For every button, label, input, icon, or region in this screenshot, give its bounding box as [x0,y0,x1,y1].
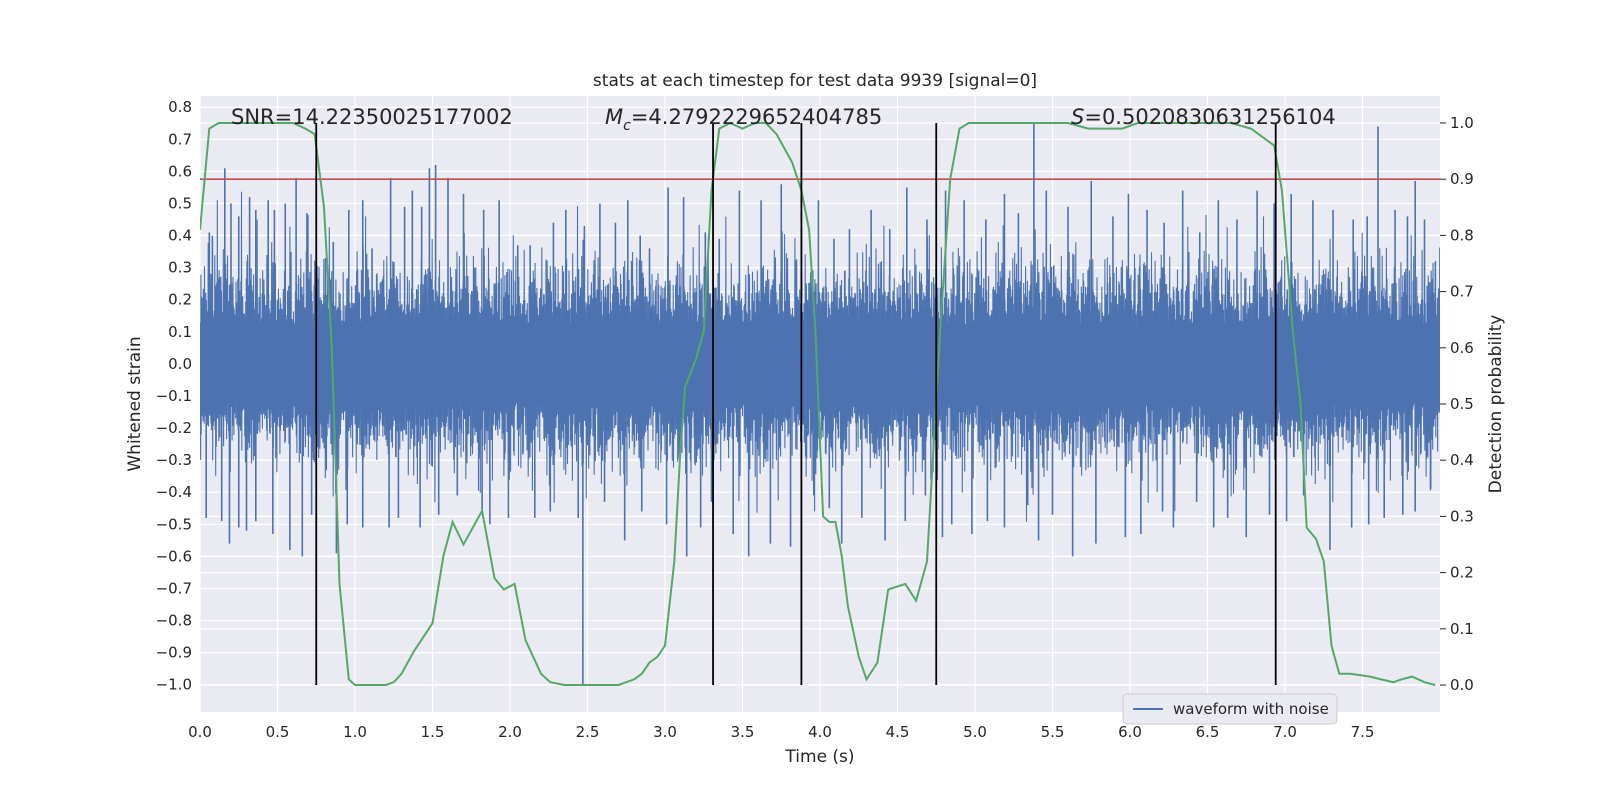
y-tick-label: 0.0 [168,355,192,373]
x-tick-label: 4.5 [886,723,910,741]
y2-tick-label: 0.6 [1450,339,1474,357]
segment-boundaries [315,122,1277,686]
y2-tick-label: 0.7 [1450,283,1474,301]
y-tick-label: −0.2 [156,419,192,437]
y-tick-label: 0.8 [168,98,192,116]
y-tick-label: −0.7 [156,579,192,597]
y2-tick-label: 0.2 [1450,564,1474,582]
y-tick-label: 0.5 [168,194,192,212]
s-value: =0.5020830631256104 [1084,105,1335,129]
waveform-line [200,191,1440,522]
y2-axis-ticks: 1.0 0.9 0.8 0.7 0.6 0.5 0.4 0.3 0.2 0.1 0.0 [1440,114,1474,694]
y2-tick-label: 0.4 [1450,451,1474,469]
s-symbol: S [1071,105,1084,129]
y2-tick-label: 1.0 [1450,114,1474,132]
y2-tick-label: 0.1 [1450,620,1474,638]
y-tick-label: 0.3 [168,259,192,277]
y2-tick-label: 0.3 [1450,507,1474,525]
x-tick-label: 1.0 [343,723,367,741]
y-axis-ticks: 0.8 0.7 0.6 0.5 0.4 0.3 0.2 0.1 0.0 −0.1 −0.2 −0.3 −… [156,98,192,694]
y-tick-label: −1.0 [156,676,192,694]
x-tick-label: 4.0 [808,723,832,741]
x-tick-label: 6.0 [1118,723,1142,741]
x-tick-label: 7.5 [1351,723,1375,741]
y2-tick-label: 0.8 [1450,226,1474,244]
x-tick-label: 3.5 [731,723,755,741]
x-tick-label: 2.0 [498,723,522,741]
detection-probability-layer [200,121,1440,686]
y2-axis-label: Detection probability [1486,315,1506,494]
y-tick-label: −0.5 [156,515,192,533]
chirp-mass-subscript: c [623,118,631,134]
x-tick-label: 6.5 [1196,723,1220,741]
y-tick-label: 0.4 [168,227,192,245]
chirp-mass-value: =4.2792229652404785 [631,105,882,129]
x-tick-label: 0.5 [266,723,290,741]
y-axis-label: Whitened strain [125,336,145,471]
x-tick-label: 3.0 [653,723,677,741]
x-tick-label: 0.0 [188,723,212,741]
x-tick-label: 5.0 [963,723,987,741]
x-tick-label: 1.5 [421,723,445,741]
s-annotation: S=0.5020830631256104 [1071,105,1336,129]
legend-label: waveform with noise [1173,700,1329,718]
y-tick-label: 0.2 [168,291,192,309]
y2-tick-label: 0.5 [1450,395,1474,413]
x-tick-label: 7.0 [1273,723,1297,741]
legend-box [1122,693,1338,725]
x-tick-label: 5.5 [1041,723,1065,741]
y2-tick-label: 0.9 [1450,170,1474,188]
y-tick-label: −0.8 [156,612,192,630]
y-tick-label: −0.6 [156,547,192,565]
legend: waveform with noise [1122,693,1338,725]
chart-title: stats at each timestep for test data 993… [593,71,1037,91]
x-tick-label: 2.5 [576,723,600,741]
y-tick-label: −0.1 [156,387,192,405]
chirp-mass-symbol: M [605,105,623,129]
snr-annotation: SNR=14.22350025177002 [231,105,513,129]
detection-probability-line [200,121,1436,686]
chirp-mass-annotation: Mc=4.2792229652404785 [605,105,882,134]
x-axis-label: Time (s) [784,747,854,767]
y-tick-label: −0.4 [156,483,192,501]
y-tick-label: 0.1 [168,323,192,341]
waveform-series [200,123,1440,685]
y-tick-label: −0.3 [156,451,192,469]
x-axis-ticks: 0.0 0.5 1.0 1.5 2.0 2.5 3.0 3.5 4.0 4.5 5.0 5.5 6.0 6… [188,723,1374,741]
y-tick-label: 0.6 [168,162,192,180]
y-tick-label: 0.7 [168,130,192,148]
y-tick-label: −0.9 [156,644,192,662]
y2-tick-label: 0.0 [1450,676,1474,694]
